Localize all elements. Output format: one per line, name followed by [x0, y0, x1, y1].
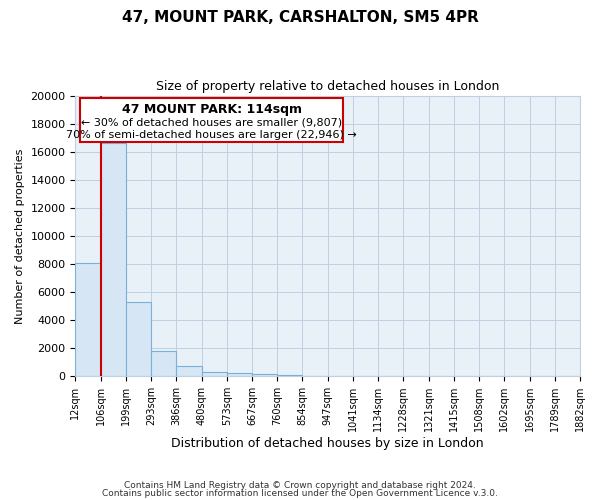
Bar — [151, 351, 176, 376]
X-axis label: Distribution of detached houses by size in London: Distribution of detached houses by size … — [172, 437, 484, 450]
Text: 47, MOUNT PARK, CARSHALTON, SM5 4PR: 47, MOUNT PARK, CARSHALTON, SM5 4PR — [122, 10, 478, 25]
Bar — [126, 302, 151, 376]
Text: 70% of semi-detached houses are larger (22,946) →: 70% of semi-detached houses are larger (… — [66, 130, 357, 140]
Text: ← 30% of detached houses are smaller (9,807): ← 30% of detached houses are smaller (9,… — [81, 118, 342, 128]
Y-axis label: Number of detached properties: Number of detached properties — [15, 148, 25, 324]
Bar — [202, 372, 227, 376]
FancyBboxPatch shape — [80, 98, 343, 142]
Bar — [176, 366, 202, 376]
Text: Contains public sector information licensed under the Open Government Licence v.: Contains public sector information licen… — [102, 488, 498, 498]
Bar — [227, 374, 252, 376]
Bar — [101, 144, 126, 376]
Bar — [252, 374, 277, 376]
Bar — [76, 262, 101, 376]
Text: Contains HM Land Registry data © Crown copyright and database right 2024.: Contains HM Land Registry data © Crown c… — [124, 481, 476, 490]
Text: 47 MOUNT PARK: 114sqm: 47 MOUNT PARK: 114sqm — [122, 102, 302, 116]
Title: Size of property relative to detached houses in London: Size of property relative to detached ho… — [156, 80, 499, 93]
Bar — [277, 375, 302, 376]
